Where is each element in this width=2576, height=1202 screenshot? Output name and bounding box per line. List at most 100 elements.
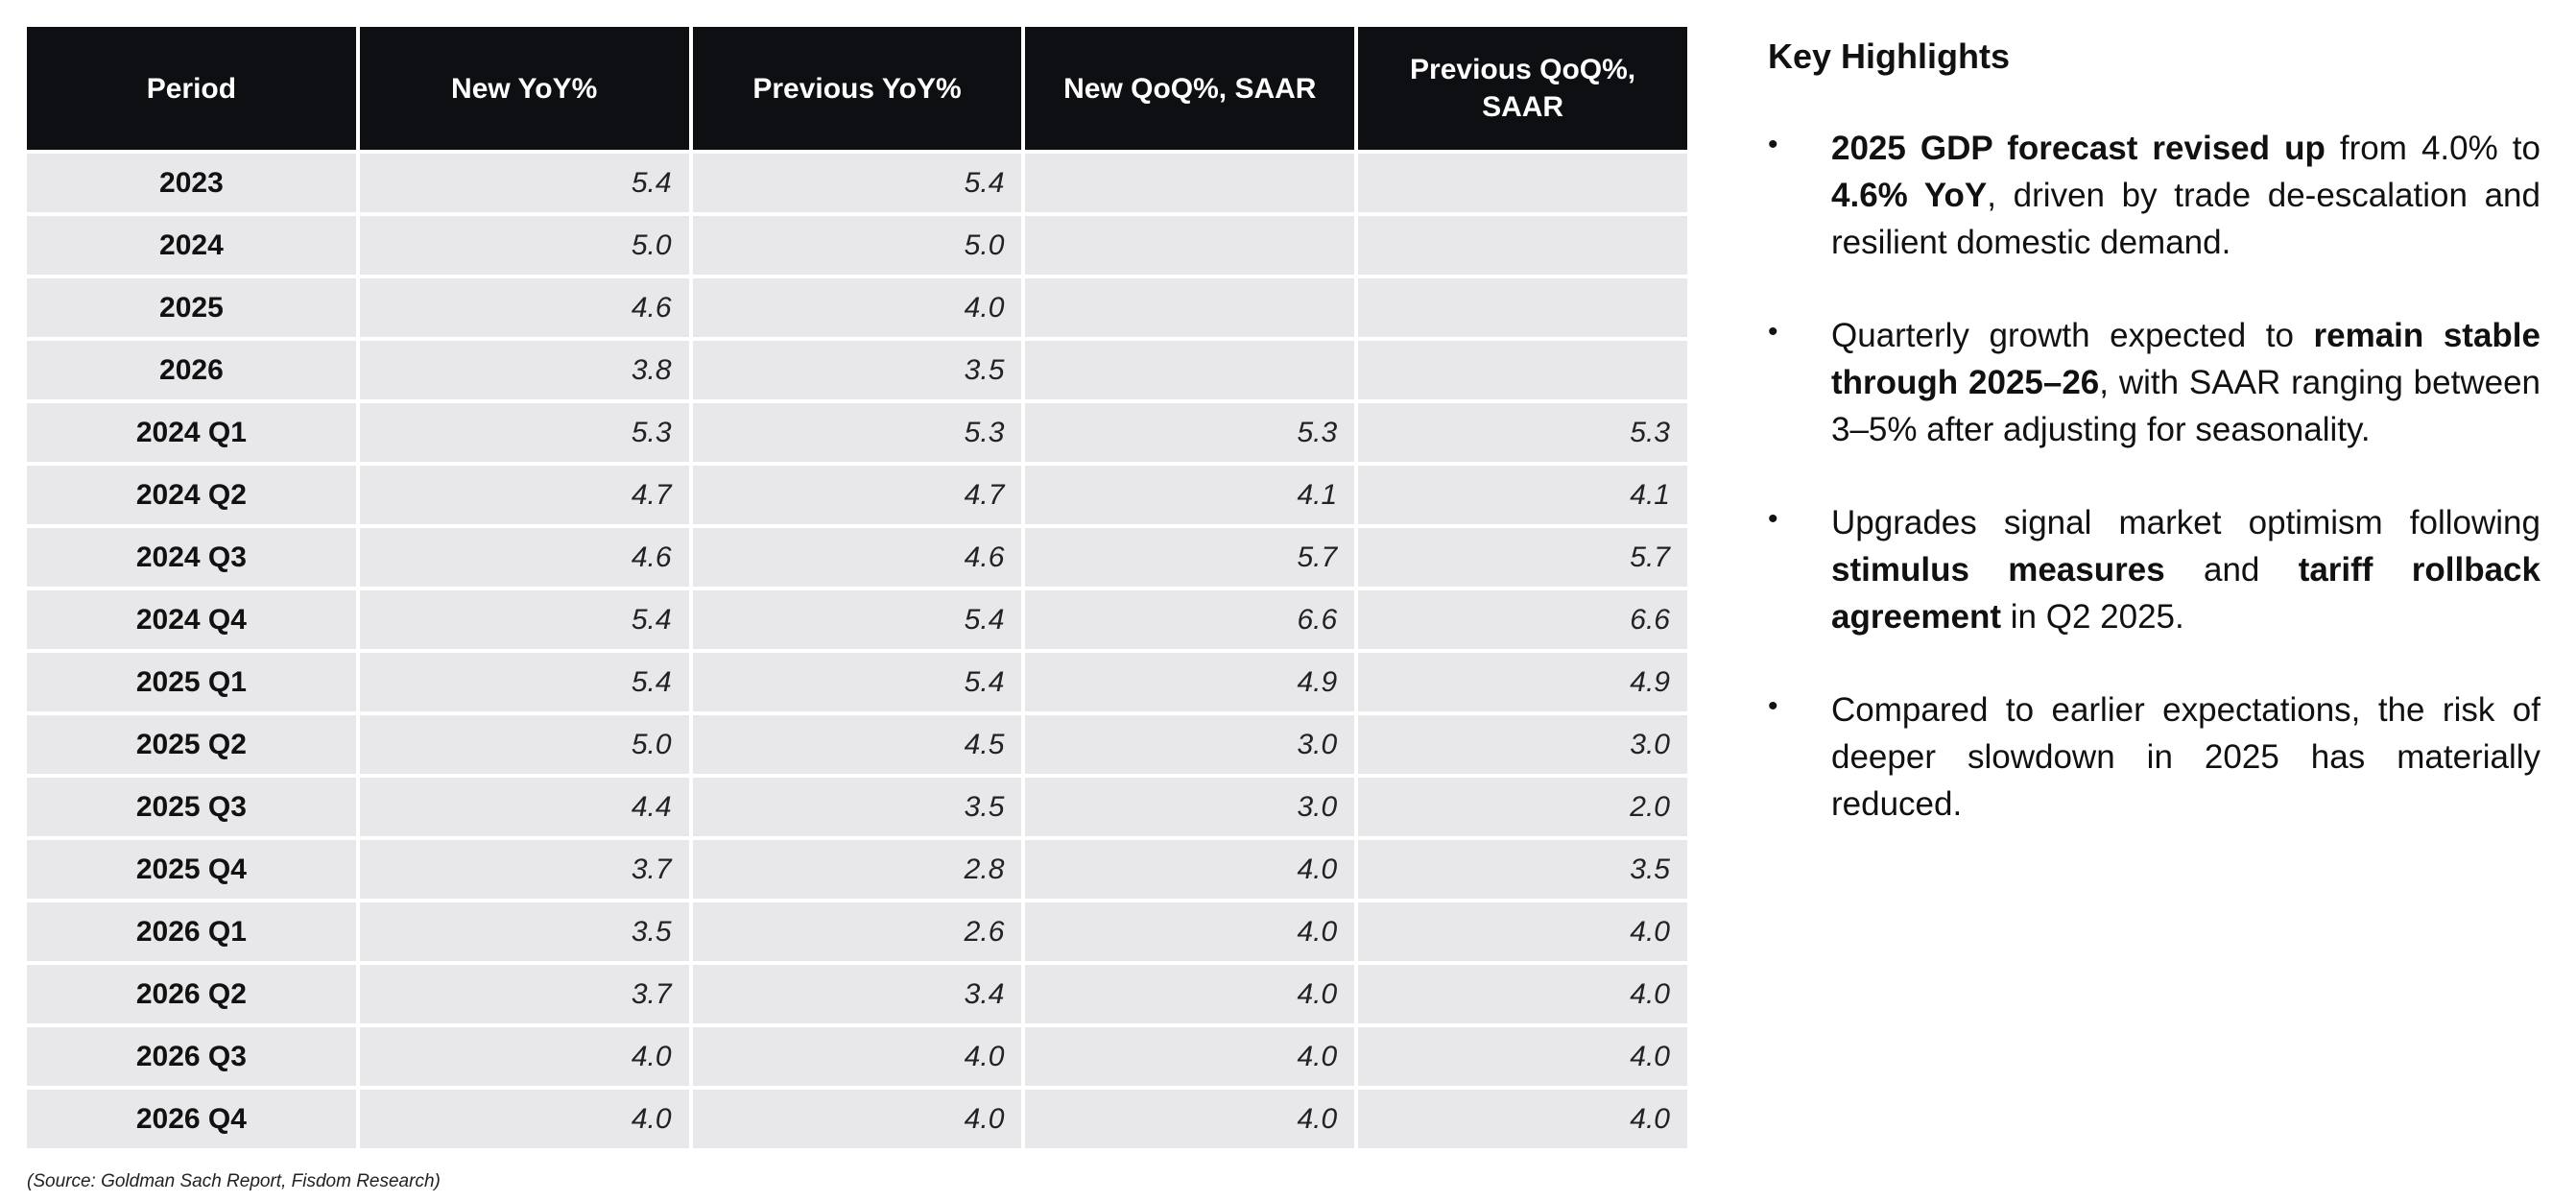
table-row: 2025 Q1 5.4 5.4 4.9 4.9	[27, 653, 1687, 711]
cell-previous-qoq-saar: 4.9	[1358, 653, 1687, 711]
cell-previous-qoq-saar	[1358, 154, 1687, 212]
cell-period: 2025 Q3	[27, 778, 356, 836]
table-row: 2024 5.0 5.0	[27, 216, 1687, 275]
cell-period: 2026 Q2	[27, 965, 356, 1023]
highlight-text: , with SAAR ranging between 3–5% after a…	[1831, 364, 2541, 448]
table-row: 2026 Q1 3.5 2.6 4.0 4.0	[27, 902, 1687, 961]
highlight-emphasis: remain stable through 2025–26	[1831, 317, 2540, 401]
table-row: 2025 Q2 5.0 4.5 3.0 3.0	[27, 715, 1687, 774]
table-header-row: Period New YoY% Previous YoY% New QoQ%, …	[27, 27, 1687, 150]
cell-new-yoy: 4.6	[359, 528, 689, 587]
cell-previous-yoy: 4.7	[692, 466, 1022, 524]
highlight-emphasis: 4.6% YoY	[1831, 177, 1988, 214]
cell-new-yoy: 4.0	[359, 1027, 689, 1086]
cell-period: 2025 Q2	[27, 715, 356, 774]
cell-new-qoq-saar: 4.9	[1025, 653, 1355, 711]
table-row: 2024 Q4 5.4 5.4 6.6 6.6	[27, 590, 1687, 649]
cell-period: 2025	[27, 278, 356, 337]
table-row: 2026 Q4 4.0 4.0 4.0 4.0	[27, 1090, 1687, 1148]
cell-new-qoq-saar: 4.0	[1025, 965, 1355, 1023]
cell-period: 2025 Q4	[27, 840, 356, 899]
key-highlights-title: Key Highlights	[1768, 36, 2011, 76]
cell-previous-qoq-saar: 3.0	[1358, 715, 1687, 774]
cell-previous-qoq-saar: 4.0	[1358, 965, 1687, 1023]
cell-previous-yoy: 5.4	[692, 590, 1022, 649]
highlight-emphasis: stimulus measures	[1831, 551, 2165, 589]
highlight-emphasis: tariff rollback agreement	[1831, 551, 2540, 636]
table-row: 2025 4.6 4.0	[27, 278, 1687, 337]
header-previous-yoy: Previous YoY%	[692, 27, 1022, 150]
cell-period: 2026	[27, 341, 356, 399]
cell-new-yoy: 4.0	[359, 1090, 689, 1148]
highlight-item: • Quarterly growth expected to remain sta…	[1768, 312, 2540, 453]
cell-previous-qoq-saar: 4.1	[1358, 466, 1687, 524]
cell-period: 2024 Q1	[27, 403, 356, 462]
cell-previous-qoq-saar: 4.0	[1358, 1090, 1687, 1148]
gdp-forecast-table-container: Period New YoY% Previous YoY% New QoQ%, …	[27, 27, 1695, 1152]
cell-new-qoq-saar: 4.1	[1025, 466, 1355, 524]
cell-previous-yoy: 2.6	[692, 902, 1022, 961]
cell-new-yoy: 5.0	[359, 715, 689, 774]
gdp-forecast-table: Period New YoY% Previous YoY% New QoQ%, …	[23, 23, 1691, 1152]
cell-new-yoy: 5.0	[359, 216, 689, 275]
cell-previous-yoy: 5.0	[692, 216, 1022, 275]
bullet-icon: •	[1768, 503, 1778, 535]
cell-new-qoq-saar: 5.7	[1025, 528, 1355, 587]
cell-previous-qoq-saar: 4.0	[1358, 1027, 1687, 1086]
cell-new-yoy: 5.4	[359, 154, 689, 212]
bullet-icon: •	[1768, 129, 1778, 160]
cell-new-qoq-saar: 4.0	[1025, 1027, 1355, 1086]
cell-period: 2024 Q2	[27, 466, 356, 524]
cell-previous-yoy: 3.5	[692, 341, 1022, 399]
cell-new-qoq-saar: 4.0	[1025, 840, 1355, 899]
cell-new-yoy: 5.4	[359, 590, 689, 649]
cell-new-qoq-saar: 4.0	[1025, 902, 1355, 961]
cell-new-yoy: 3.8	[359, 341, 689, 399]
cell-previous-qoq-saar	[1358, 341, 1687, 399]
cell-previous-qoq-saar: 5.3	[1358, 403, 1687, 462]
cell-new-yoy: 5.4	[359, 653, 689, 711]
cell-new-yoy: 4.6	[359, 278, 689, 337]
cell-previous-yoy: 2.8	[692, 840, 1022, 899]
table-row: 2024 Q1 5.3 5.3 5.3 5.3	[27, 403, 1687, 462]
cell-previous-yoy: 5.4	[692, 653, 1022, 711]
highlight-item: • 2025 GDP forecast revised up from 4.0% …	[1768, 125, 2540, 266]
cell-period: 2023	[27, 154, 356, 212]
table-row: 2025 Q4 3.7 2.8 4.0 3.5	[27, 840, 1687, 899]
highlight-item: • Compared to earlier expectations, the r…	[1768, 686, 2540, 828]
cell-period: 2024 Q3	[27, 528, 356, 587]
table-row: 2026 Q3 4.0 4.0 4.0 4.0	[27, 1027, 1687, 1086]
highlight-text: Quarterly growth expected to	[1831, 317, 2314, 354]
bullet-icon: •	[1768, 690, 1778, 722]
highlight-item: • Upgrades signal market optimism followi…	[1768, 499, 2540, 640]
cell-new-qoq-saar	[1025, 154, 1355, 212]
cell-previous-qoq-saar: 4.0	[1358, 902, 1687, 961]
highlight-text: in Q2 2025.	[2001, 598, 2184, 636]
cell-new-qoq-saar	[1025, 278, 1355, 337]
source-note: (Source: Goldman Sach Report, Fisdom Res…	[27, 1171, 441, 1191]
cell-new-qoq-saar: 4.0	[1025, 1090, 1355, 1148]
cell-previous-yoy: 4.0	[692, 278, 1022, 337]
cell-new-qoq-saar: 5.3	[1025, 403, 1355, 462]
header-new-qoq-saar: New QoQ%, SAAR	[1025, 27, 1355, 150]
header-previous-qoq-saar: Previous QoQ%, SAAR	[1358, 27, 1687, 150]
highlight-text: , driven by trade de-escalation and resi…	[1831, 177, 2540, 261]
table-row: 2026 Q2 3.7 3.4 4.0 4.0	[27, 965, 1687, 1023]
cell-period: 2025 Q1	[27, 653, 356, 711]
cell-new-yoy: 3.7	[359, 965, 689, 1023]
cell-previous-yoy: 4.5	[692, 715, 1022, 774]
highlight-text: from 4.0% to	[2325, 130, 2540, 167]
cell-previous-yoy: 5.3	[692, 403, 1022, 462]
table-body: 2023 5.4 5.4 2024 5.0 5.0 2025 4.6 4.0 2026 3.8 3.5…	[27, 154, 1687, 1148]
cell-period: 2026 Q3	[27, 1027, 356, 1086]
cell-previous-yoy: 3.5	[692, 778, 1022, 836]
highlight-emphasis: 2025 GDP forecast revised up	[1831, 130, 2326, 167]
cell-previous-qoq-saar: 2.0	[1358, 778, 1687, 836]
highlight-text: Upgrades signal market optimism followin…	[1831, 504, 2540, 541]
cell-previous-yoy: 5.4	[692, 154, 1022, 212]
cell-period: 2026 Q1	[27, 902, 356, 961]
key-highlights-panel: Key Highlights • 2025 GDP forecast revise…	[1768, 36, 2540, 874]
highlight-text: and	[2164, 551, 2299, 589]
key-highlights-list: • 2025 GDP forecast revised up from 4.0% …	[1768, 125, 2540, 828]
cell-new-qoq-saar	[1025, 341, 1355, 399]
